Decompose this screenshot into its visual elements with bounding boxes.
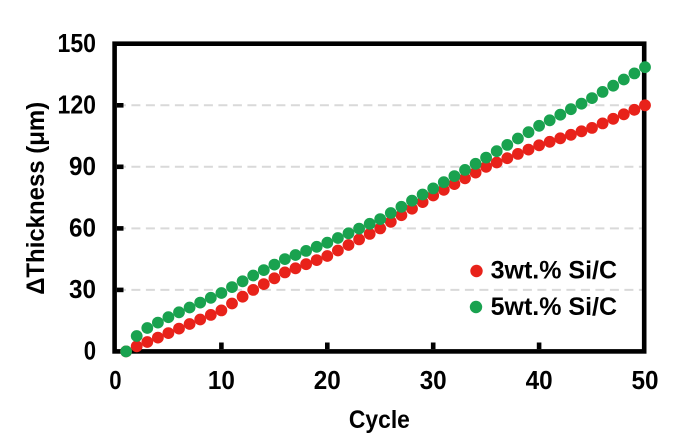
svg-text:60: 60 — [69, 213, 96, 243]
svg-text:50: 50 — [632, 365, 659, 395]
svg-text:30: 30 — [420, 365, 447, 395]
svg-text:120: 120 — [58, 90, 97, 120]
svg-text:Cycle: Cycle — [349, 406, 410, 434]
svg-text:5wt.% Si/C: 5wt.% Si/C — [491, 293, 617, 321]
svg-text:30: 30 — [69, 274, 96, 304]
svg-text:0: 0 — [109, 365, 121, 395]
svg-text:90: 90 — [69, 151, 96, 181]
svg-text:150: 150 — [58, 28, 97, 58]
svg-text:40: 40 — [526, 365, 553, 395]
svg-text:3wt.% Si/C: 3wt.% Si/C — [491, 257, 617, 285]
svg-text:20: 20 — [314, 365, 341, 395]
svg-text:0: 0 — [84, 336, 96, 366]
svg-text:ΔThickness (μm): ΔThickness (μm) — [22, 102, 50, 295]
svg-text:10: 10 — [208, 365, 235, 395]
